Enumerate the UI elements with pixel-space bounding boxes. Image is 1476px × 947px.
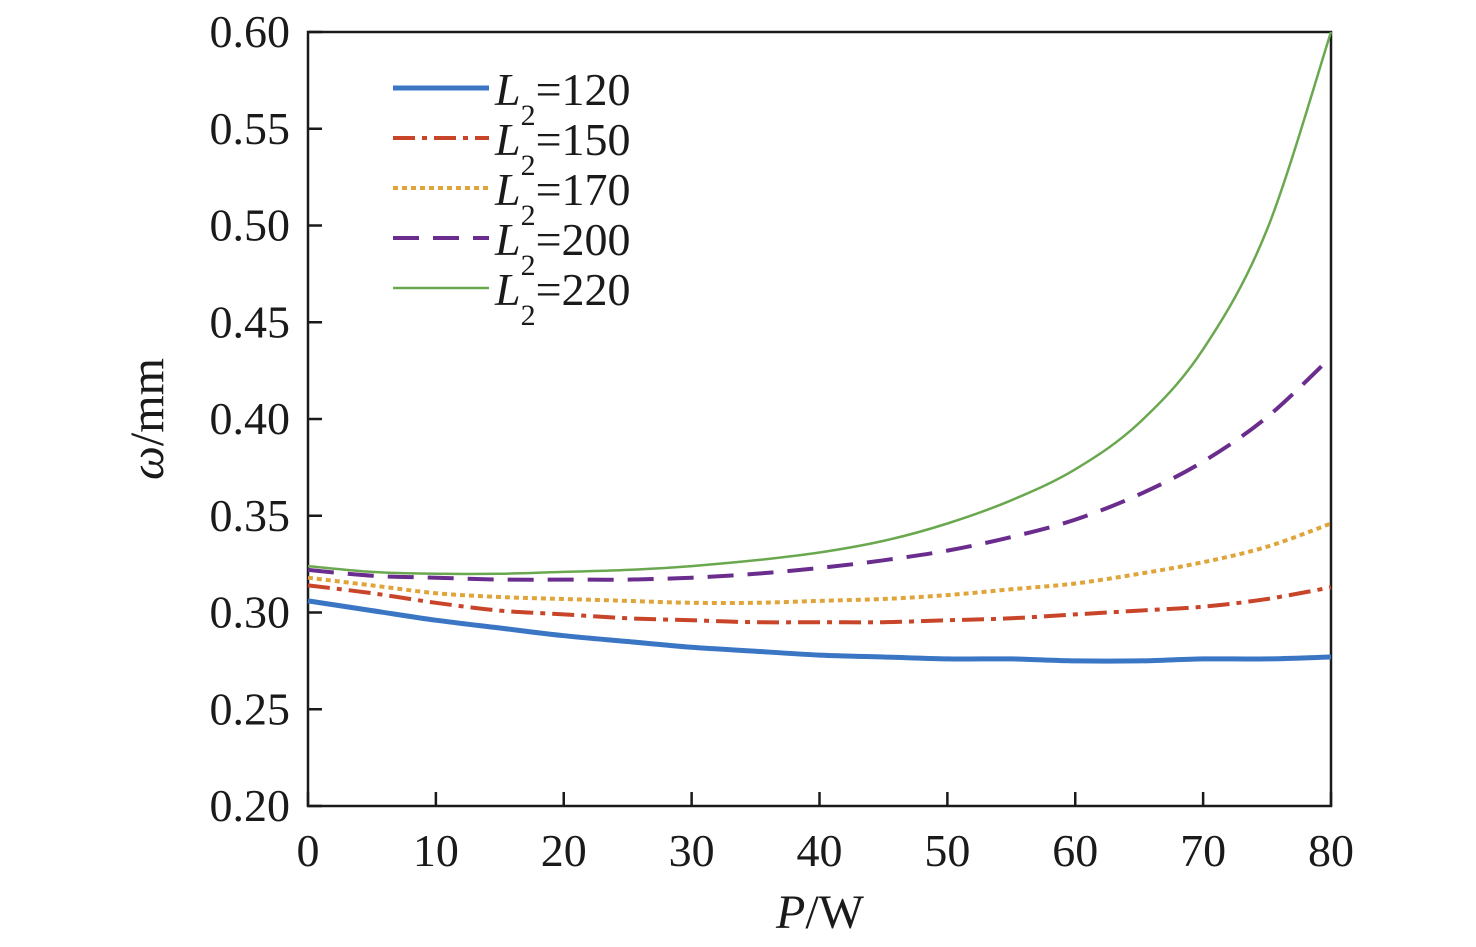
y-axis: 0.20 0.25 0.30 0.35 0.40 0.45 0.50 0.55 0.60 — [210, 6, 322, 831]
y-tick-label: 0.20 — [210, 780, 291, 831]
x-axis: 0 10 20 30 40 50 60 70 80 — [297, 792, 1354, 876]
legend-label-220: L2=220 — [494, 264, 631, 332]
x-tick-label: 80 — [1308, 825, 1354, 876]
y-tick-label: 0.35 — [210, 490, 291, 541]
x-tick-label: 70 — [1180, 825, 1226, 876]
plot-frame — [306, 30, 1333, 808]
x-axis-title: P/W — [775, 886, 865, 939]
y-tick-label: 0.50 — [210, 200, 291, 251]
y-tick-label: 0.45 — [210, 296, 291, 347]
x-tick-label: 10 — [413, 825, 459, 876]
legend-label-170: L2=170 — [494, 164, 631, 232]
y-axis-title: ω/mm — [121, 358, 174, 480]
y-tick-label: 0.60 — [210, 6, 291, 57]
series-line-200 — [307, 355, 1333, 582]
x-tick-label: 50 — [924, 825, 970, 876]
x-tick-label: 0 — [297, 825, 320, 876]
series-line-120 — [307, 598, 1332, 664]
x-tick-label: 40 — [797, 825, 843, 876]
x-tick-label: 30 — [669, 825, 715, 876]
y-tick-label: 0.25 — [210, 683, 291, 734]
series-line-170 — [307, 521, 1332, 606]
x-tick-label: 60 — [1052, 825, 1098, 876]
legend-label-120: L2=120 — [494, 64, 631, 132]
series-line-150 — [307, 583, 1332, 625]
legend-label-150: L2=150 — [494, 114, 631, 182]
series-lines — [307, 31, 1333, 664]
y-tick-label: 0.40 — [210, 393, 291, 444]
y-tick-label: 0.55 — [210, 103, 291, 154]
legend-label-200: L2=200 — [494, 214, 631, 282]
x-tick-label: 20 — [541, 825, 587, 876]
series-line-220 — [307, 31, 1333, 576]
y-tick-label: 0.30 — [210, 587, 291, 638]
